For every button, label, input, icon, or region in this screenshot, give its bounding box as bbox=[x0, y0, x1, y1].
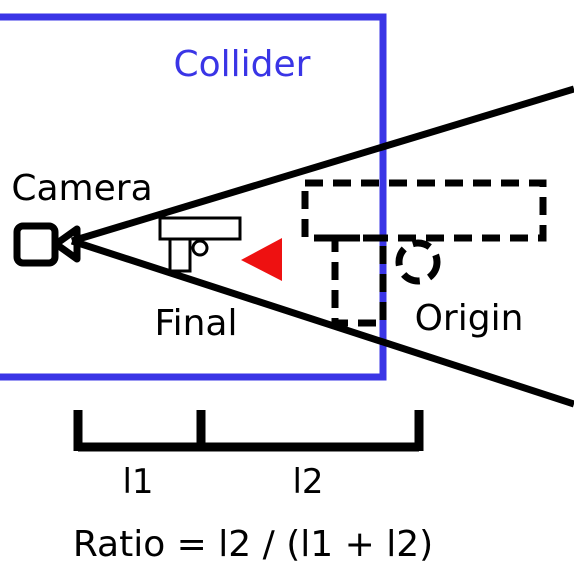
origin-label: Origin bbox=[415, 298, 524, 339]
frustum-bottom-line bbox=[70, 237, 574, 408]
collider-label: Collider bbox=[174, 44, 311, 85]
l1-label: l1 bbox=[122, 462, 153, 502]
arrow-left-icon bbox=[241, 238, 282, 281]
collider-box bbox=[0, 13, 387, 381]
ratio-formula: Ratio = l2 / (l1 + l2) bbox=[73, 524, 433, 565]
camera-label: Camera bbox=[11, 168, 152, 209]
final-label: Final bbox=[155, 303, 238, 344]
camera-icon bbox=[13, 222, 81, 267]
l2-label: l2 bbox=[292, 462, 323, 502]
gun-outline-icon bbox=[301, 179, 547, 327]
measure-bracket bbox=[73, 410, 424, 452]
gun-icon bbox=[158, 216, 242, 273]
frustum-top-line bbox=[70, 85, 574, 245]
